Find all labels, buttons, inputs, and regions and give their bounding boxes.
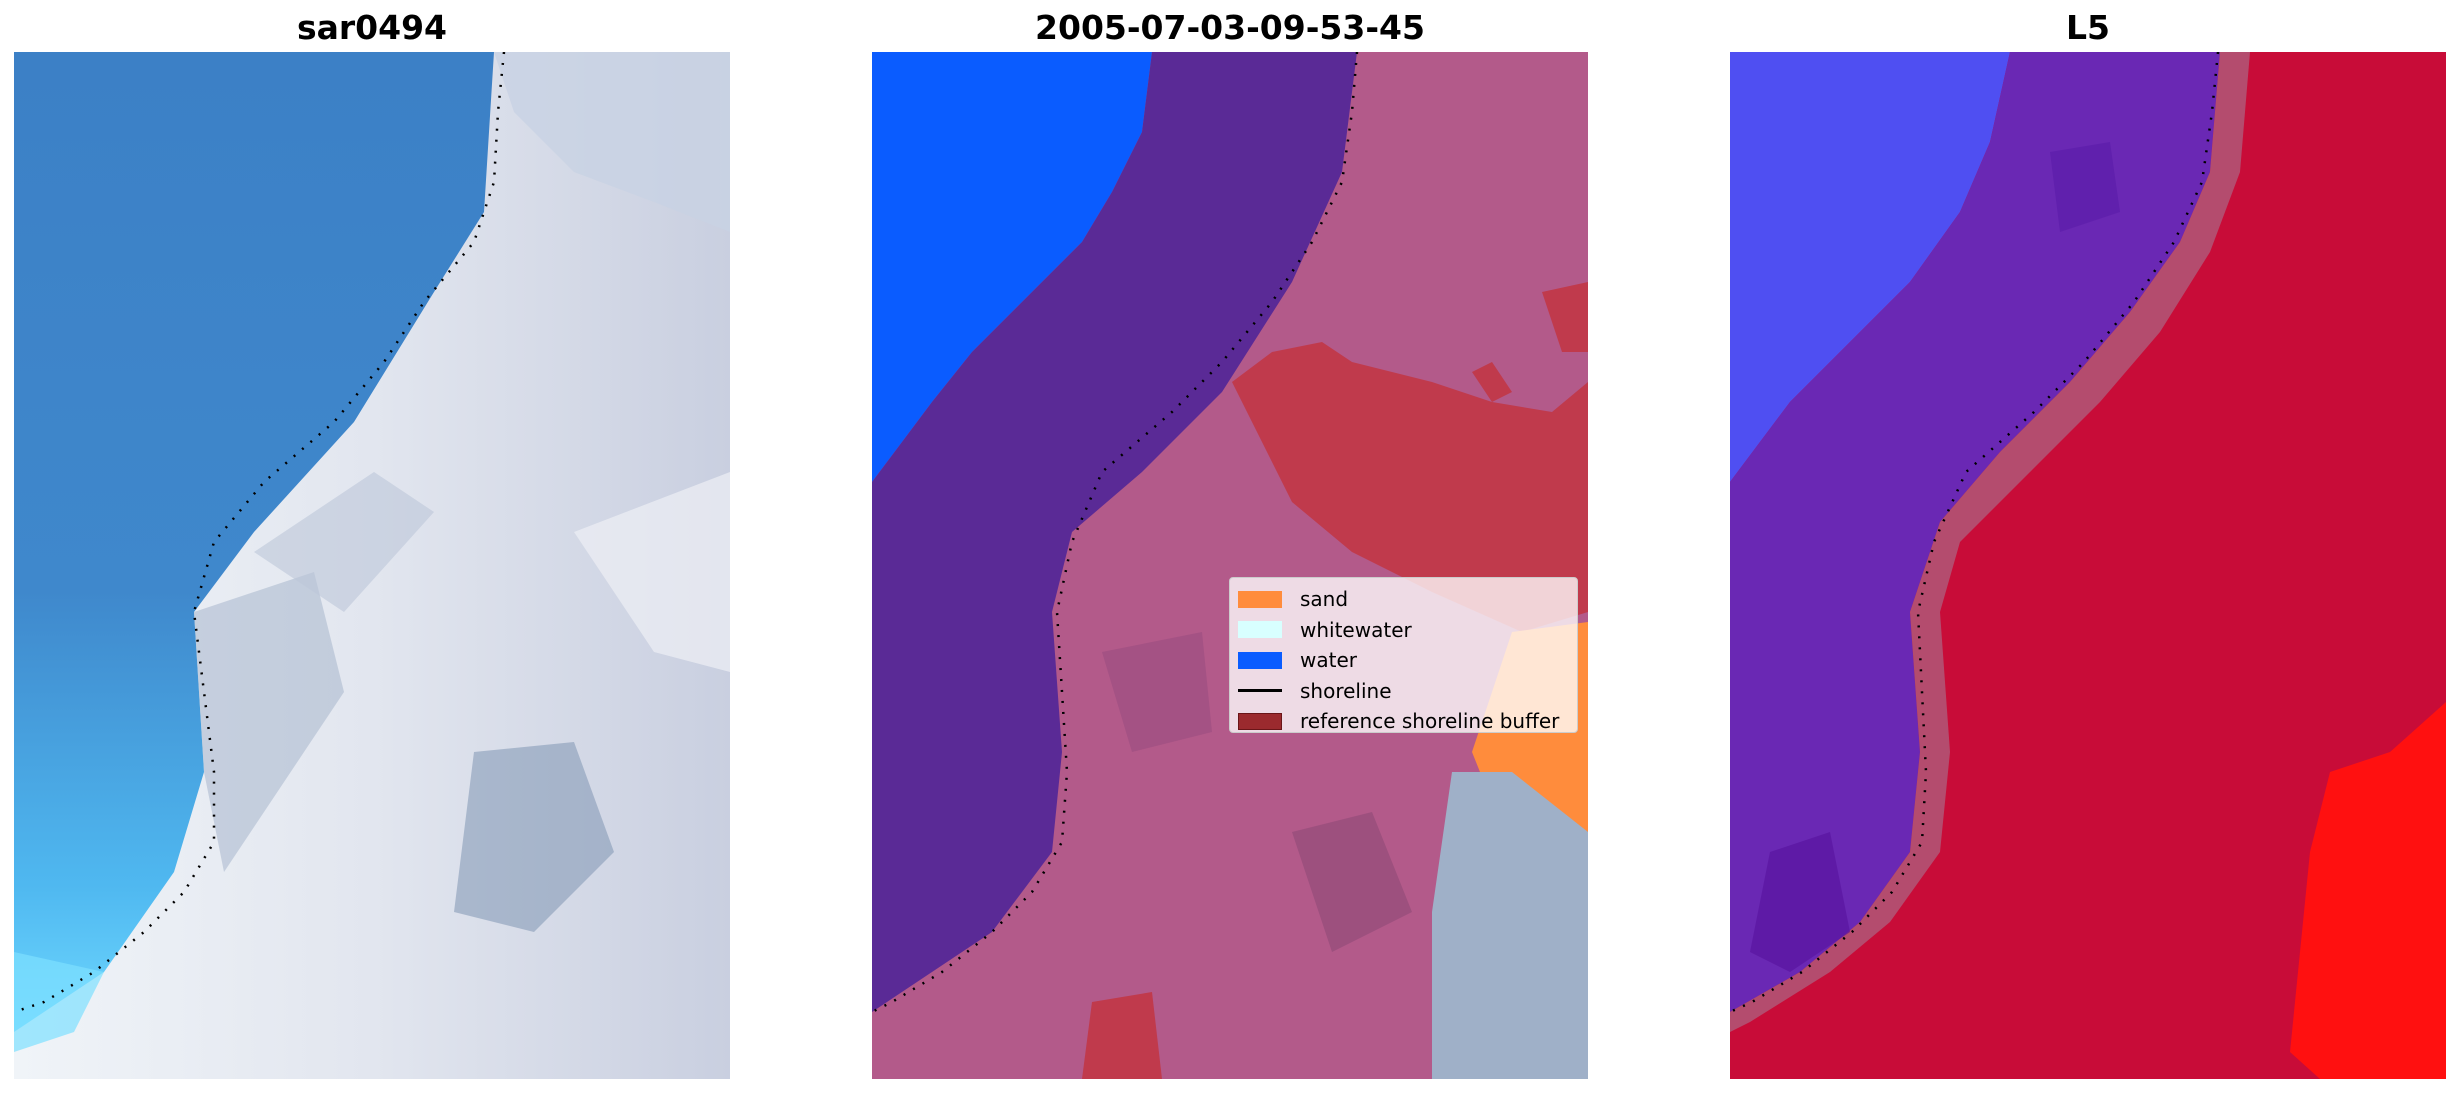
shoreline-line bbox=[14, 52, 506, 1014]
legend-label: water bbox=[1300, 648, 1357, 673]
legend: sand whitewater water shoreline referenc… bbox=[1229, 577, 1578, 733]
panel-title-rgb: sar0494 bbox=[296, 8, 448, 47]
l5-panel bbox=[1730, 52, 2446, 1079]
rgb-image bbox=[14, 52, 730, 1079]
classification-image bbox=[872, 52, 1588, 1079]
l5-blue-region bbox=[1730, 52, 2010, 482]
legend-item-whitewater: whitewater bbox=[1238, 615, 1569, 646]
legend-item-water: water bbox=[1238, 645, 1569, 676]
l5-purple-region bbox=[1730, 52, 2220, 1012]
l5-bright-red-region bbox=[2290, 702, 2446, 1079]
legend-label: whitewater bbox=[1300, 617, 1412, 642]
l5-image bbox=[1730, 52, 2446, 1079]
classification-panel bbox=[872, 52, 1588, 1079]
legend-label: reference shoreline buffer bbox=[1300, 709, 1560, 734]
whitewater-region bbox=[1432, 772, 1588, 1079]
whitewater-swatch bbox=[1238, 621, 1282, 639]
water-region bbox=[872, 52, 1152, 482]
rgb-image-panel bbox=[14, 52, 730, 1079]
legend-item-reference-buffer: reference shoreline buffer bbox=[1238, 706, 1569, 737]
legend-label: sand bbox=[1300, 587, 1349, 612]
legend-item-sand: sand bbox=[1238, 584, 1569, 615]
buffer-region bbox=[872, 52, 1357, 1012]
panel-title-l5: L5 bbox=[2066, 8, 2110, 47]
buffer-red-region bbox=[1232, 342, 1588, 632]
legend-item-shoreline: shoreline bbox=[1238, 676, 1569, 707]
sand-swatch bbox=[1238, 590, 1282, 608]
water-swatch bbox=[1238, 651, 1282, 669]
reference-buffer-swatch bbox=[1238, 712, 1282, 730]
shoreline-line-icon bbox=[1238, 682, 1282, 699]
legend-label: shoreline bbox=[1300, 678, 1392, 703]
panel-title-classification: 2005-07-03-09-53-45 bbox=[1035, 8, 1425, 47]
